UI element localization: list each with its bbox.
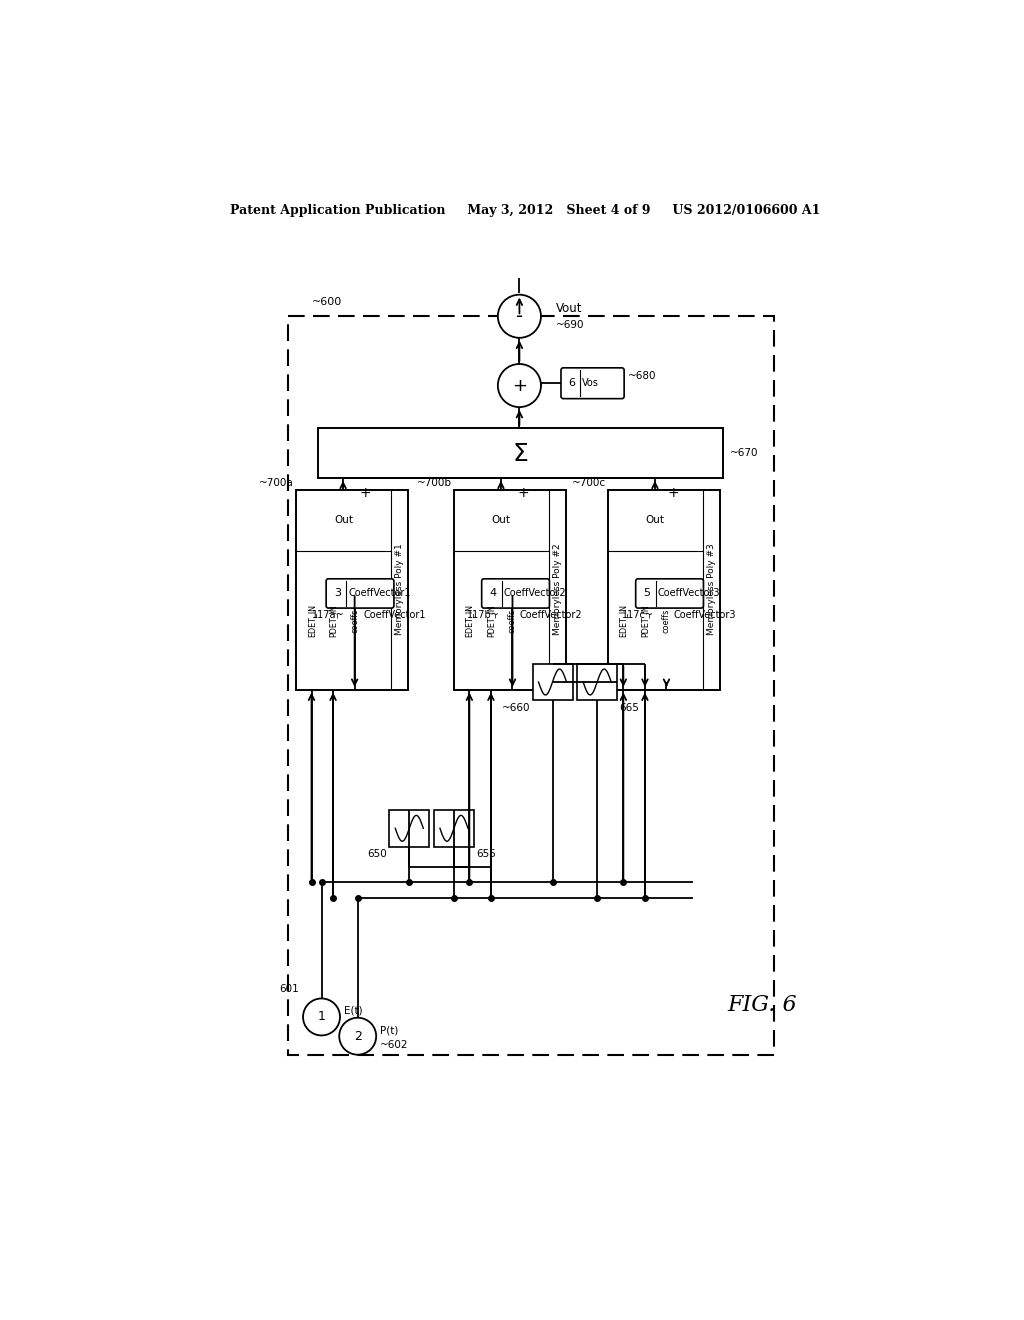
Text: CoeffVector3: CoeffVector3 [658,589,721,598]
Text: +: + [359,486,372,500]
Text: Vout: Vout [556,302,583,315]
Text: 2: 2 [353,1030,361,1043]
Text: 117b~: 117b~ [467,610,500,620]
Text: CoeffVector2: CoeffVector2 [519,610,582,620]
Text: ~600: ~600 [311,297,342,308]
Text: coeffs: coeffs [662,609,671,632]
Text: coeffs: coeffs [350,609,359,632]
Bar [317,428,724,478]
Circle shape [498,364,541,407]
Text: ~690: ~690 [556,321,585,330]
Text: +: + [512,376,527,395]
Text: ~700a: ~700a [259,478,294,488]
Text: 1: 1 [317,1010,326,1023]
Circle shape [339,1018,376,1055]
Text: CoeffVector1: CoeffVector1 [364,610,426,620]
Text: 601: 601 [280,985,299,994]
Text: +: + [517,486,529,500]
Text: E(t): E(t) [344,1006,362,1016]
Text: ~700b: ~700b [417,478,452,488]
Text: PDET_IN: PDET_IN [486,605,496,636]
Text: Out: Out [334,515,353,525]
Text: coeffs: coeffs [508,609,517,632]
Text: Memoryless Poly #3: Memoryless Poly #3 [707,544,716,635]
Bar [578,664,617,701]
Text: ~602: ~602 [380,1040,409,1051]
Circle shape [498,294,541,338]
Text: EDET_IN: EDET_IN [465,605,474,638]
FancyBboxPatch shape [326,578,394,609]
Text: ~670: ~670 [730,447,758,458]
FancyBboxPatch shape [561,368,625,399]
Text: P(t): P(t) [380,1026,398,1035]
Bar [389,810,429,847]
Text: 5: 5 [643,589,650,598]
Text: Out: Out [492,515,511,525]
Text: ~680: ~680 [628,371,656,381]
Bar [608,490,720,689]
Text: $\Sigma$: $\Sigma$ [512,442,528,466]
Text: -: - [516,306,523,326]
Text: EDET_IN: EDET_IN [618,605,628,638]
Text: FIG. 6: FIG. 6 [727,994,797,1016]
Circle shape [303,998,340,1035]
Text: 650: 650 [368,850,387,859]
Bar [532,664,572,701]
Text: 4: 4 [489,589,497,598]
Text: +: + [668,486,679,500]
Text: CoeffVector2: CoeffVector2 [504,589,566,598]
Text: Patent Application Publication     May 3, 2012   Sheet 4 of 9     US 2012/010660: Patent Application Publication May 3, 20… [229,205,820,218]
Text: Vos: Vos [582,379,599,388]
Text: 117a~: 117a~ [312,610,345,620]
Text: CoeffVector3: CoeffVector3 [674,610,736,620]
Text: PDET_IN: PDET_IN [329,605,338,636]
Text: 6: 6 [568,379,575,388]
Text: 3: 3 [334,589,341,598]
Bar [434,810,474,847]
Text: 665: 665 [620,704,639,713]
Text: Memoryless Poly #2: Memoryless Poly #2 [553,544,561,635]
Text: EDET_IN: EDET_IN [307,605,316,638]
Text: 655: 655 [476,850,497,859]
Text: ~660: ~660 [502,704,530,713]
Text: Out: Out [646,515,665,525]
Text: ~700c: ~700c [571,478,605,488]
Text: Memoryless Poly #1: Memoryless Poly #1 [395,544,403,635]
Text: CoeffVector1: CoeffVector1 [348,589,411,598]
Text: PDET_IN: PDET_IN [640,605,649,636]
Bar [454,490,565,689]
FancyBboxPatch shape [481,578,550,609]
Text: 117c~: 117c~ [623,610,654,620]
Bar [296,490,408,689]
FancyBboxPatch shape [636,578,703,609]
Bar [289,317,773,1056]
